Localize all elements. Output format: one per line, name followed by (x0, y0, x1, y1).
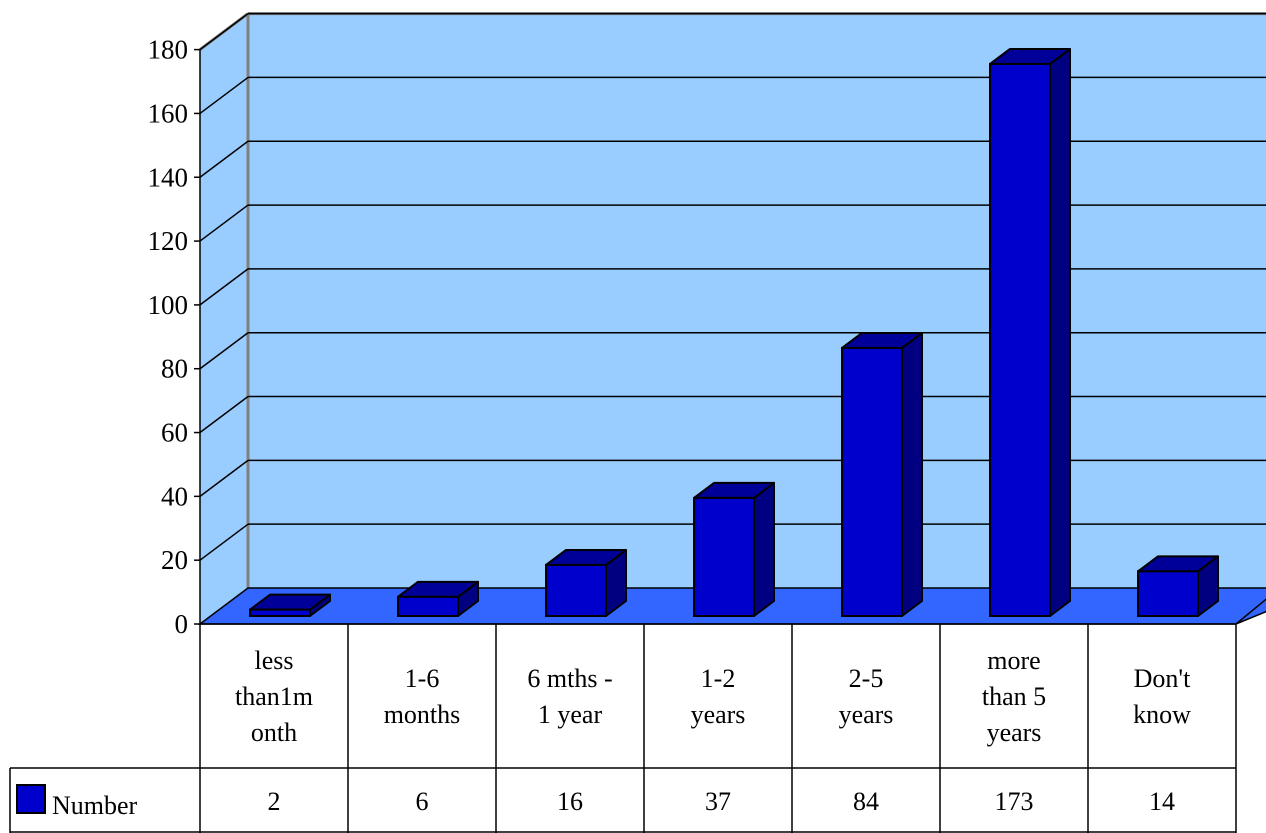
bar (693, 481, 775, 618)
bar (1137, 555, 1219, 617)
category-label-line: less (255, 646, 294, 675)
category-label-line: 2-5 (849, 664, 884, 693)
bar-front (989, 62, 1051, 618)
bar (841, 331, 923, 617)
category-label-line: 1 year (538, 700, 603, 729)
category-label-line: than1m (235, 682, 313, 711)
bar-front (693, 496, 755, 618)
y-tick-label: 20 (161, 545, 188, 575)
data-value-label: 173 (995, 787, 1034, 816)
category-label-line: 6 mths - (527, 664, 612, 693)
bar-side (753, 481, 775, 617)
category-label-line: than 5 (982, 682, 1046, 711)
data-value-label: 6 (416, 787, 429, 816)
y-tick-label: 160 (148, 98, 189, 128)
gridline-side (199, 13, 249, 51)
gridline-side (199, 332, 249, 370)
y-tick-label: 100 (148, 290, 189, 320)
category-label: less than1m onth (235, 646, 313, 747)
gridline-side (199, 76, 249, 115)
category-label-line: months (384, 700, 461, 729)
category-label: 1-2 years (691, 664, 746, 729)
category-label-line: years (987, 718, 1042, 747)
bar (397, 580, 479, 617)
category-label: 2-5 years (839, 664, 894, 729)
gridline-side (199, 523, 249, 561)
y-tick-label: 180 (148, 35, 189, 65)
y-axis: 0 20 40 60 80 100 120 140 160 180 (148, 35, 201, 639)
data-value-label: 16 (557, 787, 583, 816)
category-label-line: years (839, 700, 894, 729)
y-tick-label: 60 (161, 418, 188, 448)
y-tick-label: 40 (161, 481, 188, 511)
data-value-label: 14 (1149, 787, 1175, 816)
y-tick-label: 80 (161, 354, 188, 384)
bar (249, 593, 331, 617)
bar (545, 548, 627, 618)
category-label-line: Don't (1134, 664, 1191, 693)
bar (989, 47, 1071, 618)
category-label: Don't know (1133, 664, 1191, 729)
category-label-line: more (987, 646, 1040, 675)
category-label: 1-6 months (384, 664, 461, 729)
bar-side (1049, 47, 1071, 617)
data-value-label: 2 (268, 787, 281, 816)
gridline-side (199, 268, 249, 306)
gridline-side (199, 204, 249, 242)
bar-front (397, 595, 459, 617)
floor-right-edge (1235, 598, 1266, 625)
y-tick-label: 0 (175, 609, 189, 639)
category-label-line: onth (251, 718, 297, 747)
y-tick-label: 140 (148, 162, 189, 192)
category-label: more than 5 years (982, 646, 1046, 747)
legend-key-swatch (16, 784, 46, 814)
data-table: less than1m onth 1-6 months 6 mths - 1 year 1-2… (9, 623, 1237, 833)
category-label-line: years (691, 700, 746, 729)
bar-front (841, 346, 903, 617)
bar-front (545, 563, 607, 618)
category-label-line: 1-2 (701, 664, 736, 693)
gridline-side (199, 140, 249, 178)
gridline-side (199, 395, 249, 434)
gridline-side (199, 459, 249, 497)
bar-front (1137, 570, 1199, 617)
bar-side (901, 331, 923, 617)
side-wall (200, 13, 248, 625)
data-value-label: 37 (705, 787, 731, 816)
category-label-line: know (1133, 700, 1191, 729)
legend-series-name: Number (52, 791, 138, 820)
y-tick-label: 120 (148, 226, 189, 256)
gridlines (199, 12, 1266, 561)
category-label-line: 1-6 (405, 664, 440, 693)
bar-front (249, 608, 311, 617)
category-label: 6 mths - 1 year (527, 664, 612, 729)
data-value-label: 84 (853, 787, 879, 816)
bars (249, 47, 1219, 618)
